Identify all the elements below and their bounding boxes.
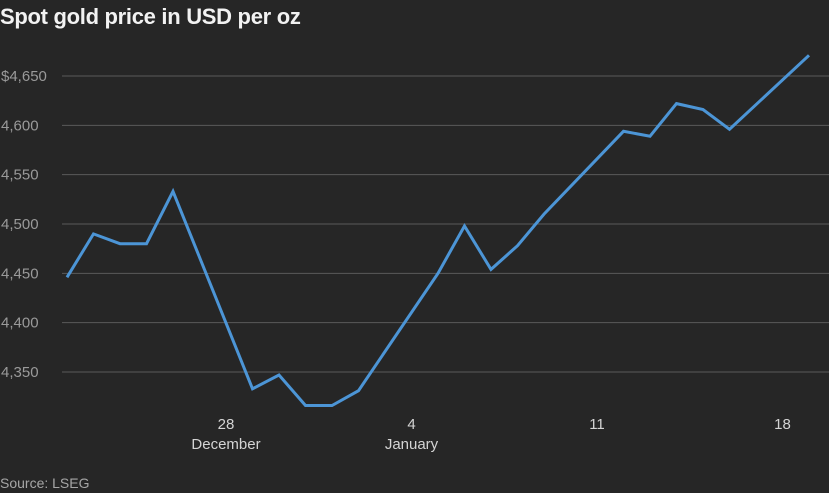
series-line <box>65 54 811 407</box>
y-tick-label: 4,600 <box>1 117 39 134</box>
x-tick-month-label: December <box>191 436 260 453</box>
x-tick-month-label: January <box>385 436 439 453</box>
y-tick-label: 4,500 <box>1 216 39 233</box>
y-tick-label: $4,650 <box>1 68 47 85</box>
x-tick-label: 4 <box>407 416 415 433</box>
grid-layer <box>62 75 829 373</box>
series-layer <box>65 54 811 407</box>
y-tick-label: 4,400 <box>1 315 39 332</box>
x-tick-label: 11 <box>589 416 605 433</box>
chart-source: Source: LSEG <box>0 475 90 491</box>
y-tick-label: 4,450 <box>1 265 39 282</box>
y-tick-labels: 4,350 4,400 4,450 4,500 4,550 4,600 $4,650 <box>1 68 47 381</box>
x-tick-label: 28 <box>218 416 235 433</box>
y-tick-label: 4,550 <box>1 167 39 184</box>
x-tick-label: 18 <box>774 416 791 433</box>
chart-title: Spot gold price in USD per oz <box>0 4 301 29</box>
x-tick-labels: 28 December 4 January 11 18 <box>191 416 790 453</box>
y-tick-label: 4,350 <box>1 364 39 381</box>
